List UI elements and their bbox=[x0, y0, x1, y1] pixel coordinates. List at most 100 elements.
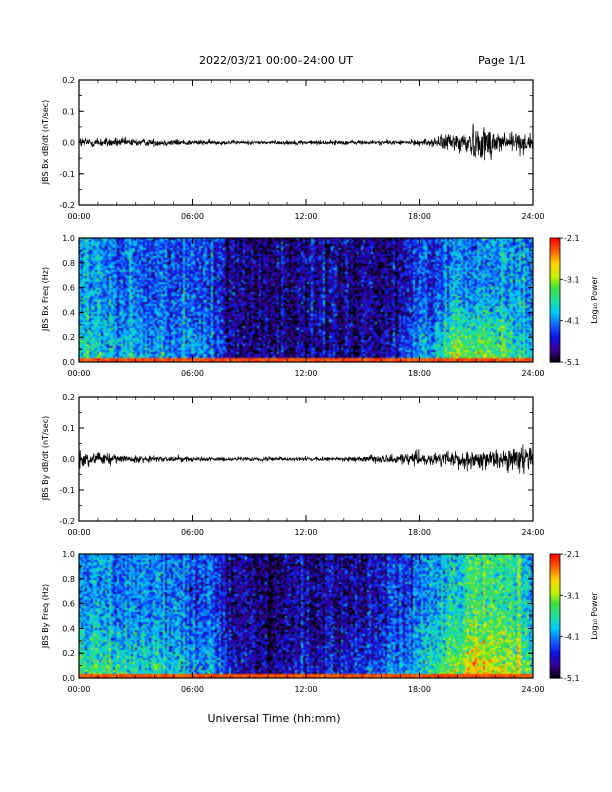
colorbar-swatch bbox=[550, 665, 560, 669]
y-tick-label: -0.1 bbox=[59, 170, 75, 179]
colorbar-swatch bbox=[550, 628, 560, 632]
colorbar-tick-label: -3.1 bbox=[564, 275, 580, 284]
colorbar-swatch bbox=[550, 562, 560, 565]
colorbar-swatch bbox=[550, 308, 560, 311]
y-tick-label: 0.0 bbox=[62, 455, 75, 464]
colorbar-swatch bbox=[550, 667, 560, 671]
colorbar-swatch bbox=[550, 335, 560, 338]
colorbar-swatch bbox=[550, 599, 560, 603]
colorbar-swatch bbox=[550, 258, 560, 262]
colorbar-swatch bbox=[550, 597, 560, 601]
colorbar-swatch bbox=[550, 566, 560, 570]
page-number: Page 1/1 bbox=[478, 54, 526, 67]
colorbar-swatch bbox=[550, 246, 560, 249]
x-tick-label: 24:00 bbox=[521, 685, 544, 694]
colorbar-swatch bbox=[550, 576, 560, 580]
colorbar-tick-label: -2.1 bbox=[564, 234, 580, 243]
colorbar-swatch bbox=[550, 260, 560, 264]
colorbar-swatch bbox=[550, 663, 560, 667]
y-tick-label: 0.6 bbox=[62, 284, 75, 293]
x-tick-label: 06:00 bbox=[181, 212, 204, 221]
colorbar-swatch bbox=[550, 256, 560, 260]
colorbar-swatch bbox=[550, 653, 560, 656]
colorbar-swatch bbox=[550, 630, 560, 634]
colorbar-swatch bbox=[550, 281, 560, 285]
colorbar-swatch bbox=[550, 353, 560, 357]
colorbar-swatch bbox=[550, 572, 560, 576]
colorbar-swatch bbox=[550, 580, 560, 584]
y-tick-label: 0.0 bbox=[62, 358, 75, 367]
y-tick-label: 0.1 bbox=[62, 107, 75, 116]
colorbar-swatch bbox=[550, 283, 560, 287]
colorbar-swatch bbox=[550, 322, 560, 326]
colorbar-swatch bbox=[550, 300, 560, 303]
colorbar-swatch bbox=[550, 252, 560, 256]
colorbar-swatch bbox=[550, 355, 560, 359]
colorbar-swatch bbox=[550, 275, 560, 278]
panel-by-spectrogram-plot: 1.0 0.8 0.6 0.4 0.2 0.0 00:00 06:00 12:00 18:00 24… bbox=[62, 550, 599, 694]
colorbar-swatch bbox=[550, 624, 560, 627]
colorbar-tick-label: -3.1 bbox=[564, 591, 580, 600]
y-tick-label: 0.2 bbox=[62, 333, 75, 342]
colorbar-swatch bbox=[550, 620, 560, 623]
y-tick-label: 1.0 bbox=[62, 234, 75, 243]
colorbar-swatch bbox=[550, 316, 560, 320]
colorbar-swatch bbox=[550, 244, 560, 247]
panel-by-spectrogram-ylabel: JBS By Freq (Hz) bbox=[41, 584, 50, 649]
colorbar-swatch bbox=[550, 632, 560, 636]
plot-title: 2022/03/21 00:00–24:00 UT bbox=[199, 54, 353, 67]
colorbar-swatch bbox=[550, 328, 560, 332]
colorbar-swatch bbox=[550, 266, 560, 270]
colorbar-swatch bbox=[550, 638, 560, 642]
x-tick-label: 00:00 bbox=[67, 212, 90, 221]
x-tick-label: 06:00 bbox=[181, 685, 204, 694]
colorbar-swatch bbox=[550, 609, 560, 613]
colorbar-swatch bbox=[550, 661, 560, 665]
y-tick-label: 0.0 bbox=[62, 674, 75, 683]
colorbar-swatch bbox=[550, 345, 560, 349]
panel-bx-spectrogram: JBS Bx Freq (Hz) bbox=[41, 267, 50, 332]
colorbar-swatch bbox=[550, 556, 560, 559]
colorbar-swatch bbox=[550, 626, 560, 629]
x-tick-label: 06:00 bbox=[181, 528, 204, 537]
colorbar-swatch bbox=[550, 603, 560, 607]
colorbar-swatch bbox=[550, 651, 560, 654]
x-tick-label: 12:00 bbox=[294, 685, 317, 694]
colorbar-swatch bbox=[550, 326, 560, 330]
y-tick-label: 1.0 bbox=[62, 550, 75, 559]
y-tick-label: 0.0 bbox=[62, 139, 75, 148]
x-tick-label: 00:00 bbox=[67, 685, 90, 694]
y-tick-label: 0.4 bbox=[62, 624, 75, 633]
x-tick-label: 12:00 bbox=[294, 528, 317, 537]
colorbar-swatch bbox=[550, 593, 560, 596]
x-tick-label: 24:00 bbox=[521, 528, 544, 537]
colorbar-swatch bbox=[550, 320, 560, 324]
colorbar-swatch bbox=[550, 287, 560, 291]
colorbar-swatch bbox=[550, 578, 560, 582]
colorbar-swatch bbox=[550, 671, 560, 675]
colorbar-swatch bbox=[550, 642, 560, 646]
colorbar-swatch bbox=[550, 324, 560, 328]
colorbar-swatch bbox=[550, 558, 560, 561]
y-tick-label: 0.8 bbox=[62, 575, 75, 584]
x-tick-label: 24:00 bbox=[521, 212, 544, 221]
colorbar-frame bbox=[549, 553, 561, 679]
colorbar-swatch bbox=[550, 289, 560, 293]
colorbar-swatch bbox=[550, 349, 560, 353]
colorbar-swatch bbox=[550, 574, 560, 578]
dbdt-trace bbox=[78, 123, 534, 161]
panel-bx-spectrogram-ylabel: JBS Bx Freq (Hz) bbox=[41, 267, 50, 332]
colorbar: -2.1 -3.1 -4.1 -5.1 Log₁₀ Power bbox=[549, 550, 599, 683]
colorbar-swatch bbox=[550, 613, 560, 617]
colorbar-swatch bbox=[550, 659, 560, 663]
colorbar-swatch bbox=[550, 657, 560, 660]
colorbar-swatch bbox=[550, 310, 560, 313]
colorbar-swatch bbox=[550, 564, 560, 567]
colorbar-tick-label: -4.1 bbox=[564, 317, 580, 326]
colorbar-swatch bbox=[550, 611, 560, 615]
panel-by-dbdt: JBS By dB/dt (nT/sec) bbox=[41, 416, 50, 502]
colorbar-swatch bbox=[550, 618, 560, 621]
colorbar-swatch bbox=[550, 254, 560, 258]
y-tick-label: 0.6 bbox=[62, 600, 75, 609]
x-tick-label: 18:00 bbox=[408, 528, 431, 537]
